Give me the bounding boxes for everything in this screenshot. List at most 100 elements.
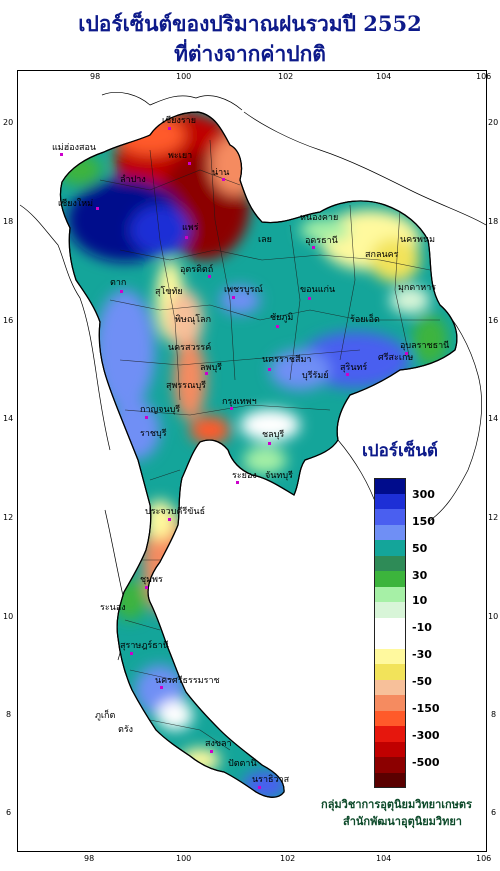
- place-label: ภูเก็ต: [95, 708, 115, 721]
- legend-swatch: [374, 757, 406, 773]
- legend-label: -500: [412, 756, 440, 769]
- place-label: อุบลราชธานี: [400, 340, 449, 351]
- legend-swatch: [374, 633, 406, 649]
- legend-colorbar: [374, 478, 406, 788]
- lon-tick-bottom: 106: [476, 854, 492, 863]
- place-label: ชลบุรี: [262, 429, 284, 440]
- place-label: สงขลา: [205, 739, 232, 749]
- place-label: ระนอง: [100, 603, 126, 613]
- legend-label: 150: [412, 515, 435, 528]
- legend-label: 50: [412, 542, 428, 555]
- place-label: ศรีสะเกษ: [378, 352, 413, 363]
- place-label: ชุมพร: [140, 575, 163, 585]
- place-label: พิษณุโลก: [175, 314, 211, 325]
- lat-tick-right: 6: [491, 808, 497, 817]
- credit-line1: กลุ่มวิชาการอุตุนิยมวิทยาเกษตร: [321, 798, 472, 811]
- legend-swatch: [374, 571, 406, 587]
- place-label: แพร่: [182, 223, 199, 233]
- place-label: กรุงเทพฯ: [222, 397, 257, 407]
- legend-label: -50: [412, 675, 432, 688]
- legend-swatch: [374, 695, 406, 711]
- legend-label: 10: [412, 594, 428, 607]
- legend-label: -300: [412, 729, 440, 742]
- place-label: สุพรรณบุรี: [166, 380, 206, 391]
- place-label: ตาก: [110, 278, 126, 288]
- place-label: กาญจนบุรี: [140, 404, 180, 415]
- legend-swatch: [374, 664, 406, 680]
- legend-label: -10: [412, 621, 432, 634]
- place-label: อุตรดิตถ์: [180, 263, 213, 275]
- legend-swatch: [374, 741, 406, 757]
- lat-tick-left: 14: [3, 414, 14, 423]
- lon-tick-bottom: 102: [280, 854, 296, 863]
- place-label: อุดรธานี: [305, 235, 338, 246]
- legend-swatch: [374, 648, 406, 664]
- place-label: มุกดาหาร: [398, 283, 436, 293]
- place-label: สกลนคร: [365, 250, 399, 260]
- lon-tick-bottom: 100: [176, 854, 192, 863]
- legend-swatch: [374, 555, 406, 571]
- lat-tick-left: 6: [6, 808, 12, 817]
- lon-tick-top: 104: [376, 72, 392, 81]
- lat-tick-right: 10: [488, 612, 499, 621]
- legend-swatch: [374, 772, 406, 788]
- legend-swatch: [374, 540, 406, 556]
- lon-tick-top: 106: [476, 72, 492, 81]
- legend-swatch: [374, 726, 406, 742]
- place-labels: เชียงราย แม่ฮ่องสอน เชียงใหม่ พะเยา น่าน…: [52, 115, 449, 785]
- place-label: ลพบุรี: [200, 362, 222, 373]
- place-label: สุรินทร์: [340, 361, 367, 373]
- legend-swatch: [374, 710, 406, 726]
- place-label: ปัตตานี: [228, 758, 257, 769]
- lat-tick-left: 12: [3, 513, 14, 522]
- lat-tick-right: 18: [488, 217, 499, 226]
- lat-tick-right: 12: [488, 513, 499, 522]
- place-label: แม่ฮ่องสอน: [52, 143, 96, 153]
- place-label: หนองคาย: [300, 213, 338, 223]
- place-label: นครพนม: [400, 235, 435, 245]
- place-label: เลย: [258, 235, 272, 245]
- place-label: นครราชสีมา: [262, 354, 311, 365]
- place-label: ประจวบคีรีขันธ์: [145, 505, 205, 517]
- lon-tick-top: 102: [278, 72, 294, 81]
- lon-tick-top: 100: [176, 72, 192, 81]
- place-label: บุรีรัมย์: [302, 369, 329, 381]
- map-frame: [17, 70, 487, 852]
- place-label: นราธิวาส: [252, 774, 290, 785]
- lat-tick-right: 16: [488, 316, 499, 325]
- place-label: ตรัง: [118, 725, 133, 735]
- lat-tick-left: 16: [3, 316, 14, 325]
- place-label: นครสวรรค์: [168, 341, 211, 353]
- place-label: ราชบุรี: [140, 428, 167, 439]
- legend-swatch: [374, 617, 406, 633]
- place-label: ลำปาง: [120, 174, 146, 185]
- legend-swatch: [374, 509, 406, 525]
- lat-tick-left: 8: [6, 710, 12, 719]
- place-label: ร้อยเอ็ด: [350, 312, 380, 325]
- lat-tick-right: 8: [491, 710, 497, 719]
- place-label: จันทบุรี: [265, 470, 293, 481]
- legend-label: -30: [412, 648, 432, 661]
- legend-swatch: [374, 478, 406, 494]
- lon-tick-bottom: 104: [376, 854, 392, 863]
- station-dots: [60, 127, 408, 789]
- legend-label: 300: [412, 488, 435, 501]
- place-label: ขอนแก่น: [300, 285, 335, 295]
- place-label: เพชรบูรณ์: [224, 283, 263, 295]
- legend-swatch: [374, 524, 406, 540]
- map-title-line1: เปอร์เซ็นต์ของปริมาณฝนรวมปี 2552: [78, 11, 422, 36]
- legend-swatch: [374, 493, 406, 509]
- place-label: น่าน: [212, 168, 229, 178]
- lat-tick-right: 14: [488, 414, 499, 423]
- legend-swatch: [374, 602, 406, 618]
- lat-tick-left: 10: [3, 612, 14, 621]
- lat-tick-right: 20: [488, 118, 499, 127]
- map-title-line2: ที่ต่างจากค่าปกติ: [174, 41, 326, 66]
- place-label: พะเยา: [168, 151, 192, 161]
- place-label: ชัยภูมิ: [270, 312, 293, 323]
- legend-label: 30: [412, 569, 428, 582]
- credit-line2: สำนักพัฒนาอุตุนิยมวิทยา: [343, 815, 462, 828]
- lon-tick-top: 98: [90, 72, 101, 81]
- legend-title: เปอร์เซ็นต์: [362, 441, 438, 461]
- place-label: เชียงราย: [162, 115, 196, 126]
